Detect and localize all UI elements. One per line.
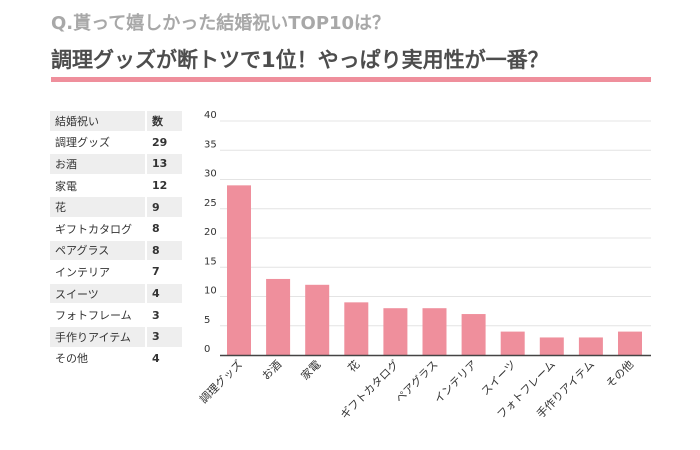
table-cell-count: 4 [145, 348, 182, 369]
table-cell-item: お酒 [50, 154, 145, 174]
table-cell-item: 手作りアイテム [50, 326, 145, 347]
table-cell-count: 3 [145, 305, 182, 325]
table-header-label: 結婚祝い [50, 111, 145, 131]
y-tick-label: 5 [204, 315, 210, 326]
y-tick-label: 35 [204, 139, 217, 150]
bar [266, 278, 291, 355]
table-cell-count: 13 [145, 154, 182, 174]
table-cell-count: 8 [145, 240, 182, 261]
table-cell-count: 12 [145, 175, 182, 196]
y-tick-label: 0 [204, 344, 210, 355]
bar [305, 284, 330, 355]
x-tick-label: スイーツ [479, 358, 519, 398]
x-tick-label: その他 [604, 358, 637, 391]
data-table: 結婚祝い数調理グッズ 29 お酒 13 家電 12 花 9 ギフトカタログ 8 ペアグラス 8 インテリ… [50, 109, 182, 370]
bar [539, 337, 564, 355]
table-cell-count: 7 [145, 262, 182, 282]
table-cell-count: 9 [145, 197, 182, 217]
y-tick-label: 25 [204, 198, 217, 209]
table-row: フォトフレーム 3 [50, 305, 182, 325]
table-cell-count: 8 [145, 218, 182, 239]
table-cell-count: 3 [145, 326, 182, 347]
table-cell-count: 4 [145, 283, 182, 304]
table-row: ペアグラス 8 [50, 240, 182, 261]
table-cell-item: フォトフレーム [55, 309, 132, 323]
table-row: ギフトカタログ 8 [50, 218, 182, 239]
table-cell-item: インテリア [55, 265, 110, 279]
table-row: 家電 12 [50, 175, 182, 196]
table-cell-item: ペアグラス [50, 240, 145, 261]
bar [500, 331, 525, 355]
table-row: スイーツ 4 [50, 283, 182, 304]
bar [618, 331, 642, 355]
bar [578, 337, 603, 355]
bar [344, 302, 369, 355]
bar [461, 314, 486, 355]
table-cell-item: 家電 [55, 179, 77, 193]
y-tick-label: 20 [204, 227, 217, 238]
table-header-count: 数 [145, 111, 182, 131]
table-cell-item: その他 [55, 352, 88, 366]
x-tick-label: 家電 [298, 357, 323, 382]
table-cell-count: 29 [145, 132, 182, 153]
table-row: お酒 13 [50, 154, 182, 174]
question-title: Q.貰って嬉しかった結婚祝いTOP10は？ [51, 13, 391, 34]
table-row: 調理グッズ 29 [50, 132, 182, 153]
x-tick-label: 調理グッズ [196, 357, 245, 406]
table-row: その他 4 [50, 348, 182, 369]
bar [422, 308, 447, 355]
table-row: 手作りアイテム 3 [50, 326, 182, 347]
headline: 調理グッズが断トツで1位！やっぱり実用性が一番？ [51, 48, 549, 72]
bar [227, 185, 251, 355]
table-cell-item: 花 [50, 197, 145, 217]
x-tick-label: 花 [345, 358, 362, 375]
table-cell-item: 調理グッズ [55, 136, 110, 150]
table-header-row: 結婚祝い数 [50, 111, 182, 131]
x-tick-label: インテリア [432, 358, 480, 406]
y-tick-label: 40 [204, 110, 217, 121]
y-tick-label: 30 [204, 169, 217, 180]
x-tick-label: お酒 [259, 358, 284, 383]
table-cell-item: ギフトカタログ [55, 222, 132, 236]
y-tick-label: 10 [204, 286, 217, 297]
y-tick-label: 15 [204, 256, 217, 267]
accent-bar [51, 77, 651, 82]
table-cell-item: スイーツ [50, 283, 145, 304]
bar [383, 308, 408, 355]
table-row: インテリア 7 [50, 262, 182, 282]
